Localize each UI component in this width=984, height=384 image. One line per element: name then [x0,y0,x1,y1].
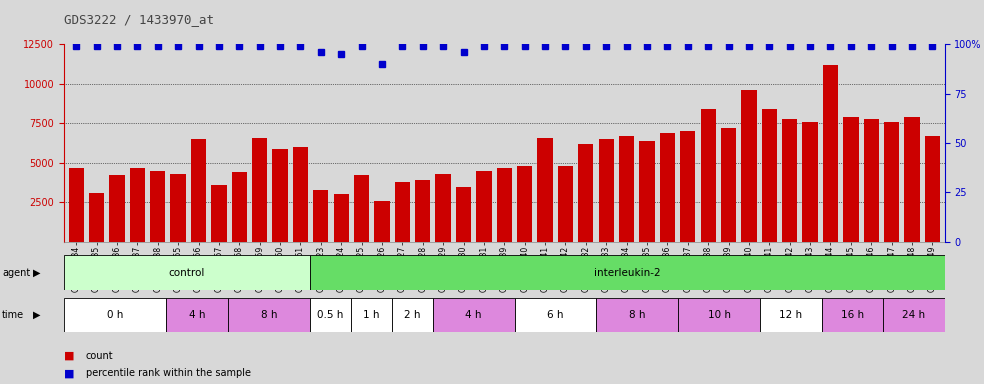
Bar [310,255,945,290]
Bar [109,175,125,242]
Bar [515,298,596,332]
Bar [864,119,879,242]
Text: time: time [2,310,24,320]
Bar [884,122,899,242]
Bar [89,193,104,242]
Bar [334,194,349,242]
Bar [212,185,226,242]
Text: 12 h: 12 h [779,310,803,320]
Bar [415,180,430,242]
Bar [721,128,736,242]
Bar [823,65,838,242]
Bar [596,298,678,332]
Text: 24 h: 24 h [902,310,926,320]
Bar [558,166,573,242]
Text: agent: agent [2,268,31,278]
Text: GDS3222 / 1433970_at: GDS3222 / 1433970_at [64,13,214,26]
Bar [456,187,471,242]
Text: 10 h: 10 h [707,310,731,320]
Bar [273,149,287,242]
Text: 0.5 h: 0.5 h [317,310,343,320]
Bar [579,144,593,242]
Text: 2 h: 2 h [403,310,420,320]
Bar [802,122,818,242]
Bar [191,139,207,242]
Bar [354,175,369,242]
Bar [313,190,329,242]
Bar [374,201,390,242]
Text: control: control [168,268,205,278]
Text: 1 h: 1 h [363,310,380,320]
Bar [762,109,777,242]
Bar [680,131,696,242]
Bar [761,298,822,332]
Bar [537,137,553,242]
Bar [151,171,165,242]
Bar [843,117,858,242]
Bar [130,167,145,242]
Bar [64,298,166,332]
Text: ■: ■ [64,368,75,378]
Text: 4 h: 4 h [189,310,206,320]
Bar [228,298,310,332]
Bar [476,171,492,242]
Bar [822,298,884,332]
Bar [436,174,451,242]
Bar [741,90,757,242]
Text: 8 h: 8 h [629,310,646,320]
Bar [678,298,761,332]
Text: percentile rank within the sample: percentile rank within the sample [86,368,251,378]
Text: ▶: ▶ [32,310,40,320]
Bar [782,119,797,242]
Bar [231,172,247,242]
Text: interleukin-2: interleukin-2 [594,268,660,278]
Bar [64,255,310,290]
Bar [392,298,433,332]
Text: count: count [86,351,113,361]
Bar [619,136,635,242]
Bar [293,147,308,242]
Bar [701,109,715,242]
Bar [640,141,654,242]
Bar [395,182,410,242]
Bar [69,167,84,242]
Bar [497,167,512,242]
Text: 16 h: 16 h [841,310,864,320]
Bar [433,298,515,332]
Bar [170,174,186,242]
Text: ▶: ▶ [32,268,40,278]
Text: 8 h: 8 h [261,310,277,320]
Text: 4 h: 4 h [465,310,482,320]
Bar [659,133,675,242]
Bar [350,298,392,332]
Text: 6 h: 6 h [547,310,564,320]
Text: 0 h: 0 h [107,310,123,320]
Bar [310,298,350,332]
Bar [925,136,940,242]
Bar [904,117,920,242]
Text: ■: ■ [64,351,75,361]
Bar [517,166,532,242]
Bar [166,298,228,332]
Bar [252,137,268,242]
Bar [598,139,614,242]
Bar [884,298,945,332]
